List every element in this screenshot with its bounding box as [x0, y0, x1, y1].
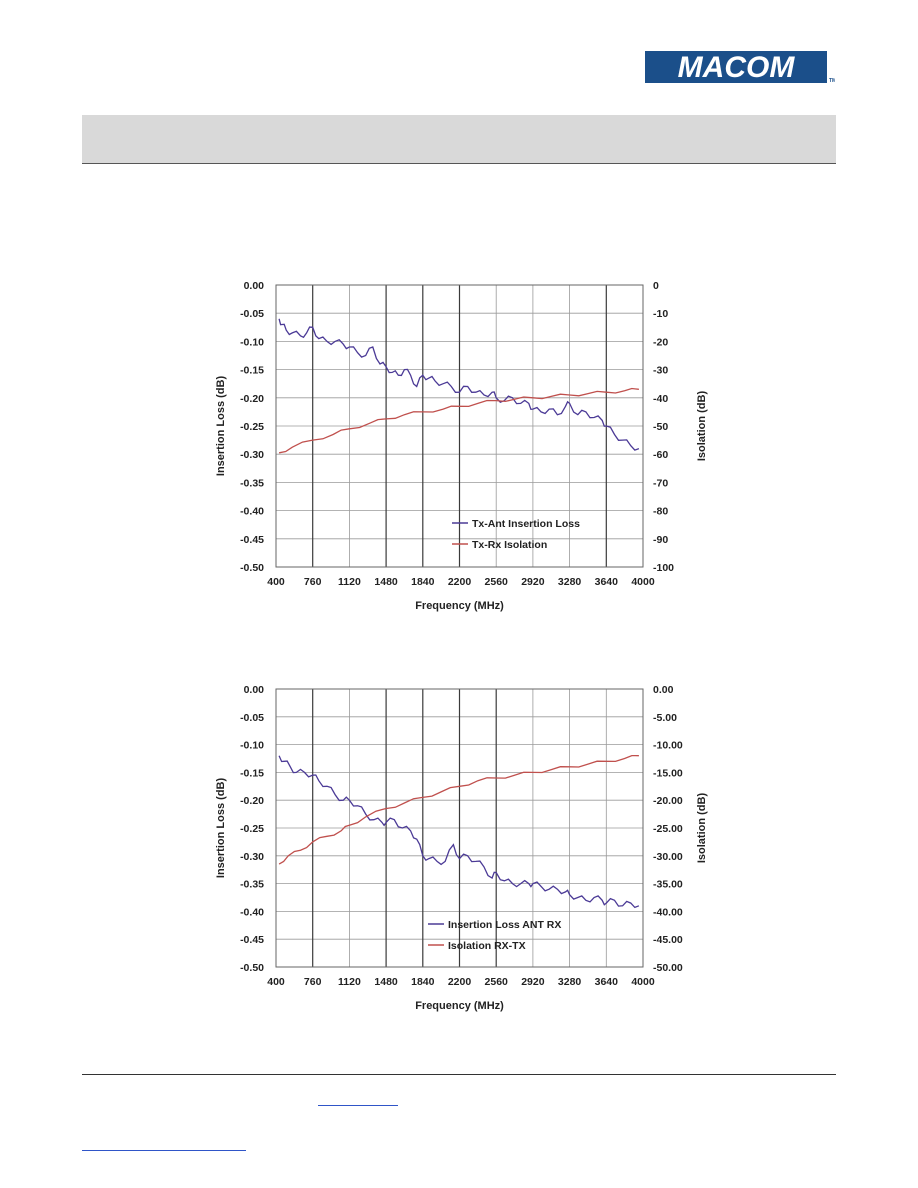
- x-tick-label: 760: [304, 976, 322, 988]
- y2-tick-label: -45.00: [653, 934, 683, 946]
- legend-label: Tx-Ant Insertion Loss: [472, 518, 580, 530]
- y2-tick-label: -60: [653, 449, 668, 461]
- x-tick-label: 2920: [521, 976, 545, 988]
- y2-tick-label: -50.00: [653, 962, 683, 974]
- y2-tick-label: -70: [653, 477, 668, 489]
- x-tick-label: 2560: [485, 976, 509, 988]
- insertion-loss-series-line: [278, 318, 640, 451]
- y2-tick-label: -10: [653, 308, 668, 320]
- y-tick-label: -0.50: [240, 962, 264, 974]
- y2-tick-label: -50: [653, 421, 668, 433]
- x-axis-label: Frequency (MHz): [415, 600, 504, 612]
- y2-tick-label: -80: [653, 506, 668, 518]
- x-tick-label: 2920: [521, 576, 545, 588]
- y2-tick-label: -5.00: [653, 712, 677, 724]
- legend-label: Tx-Rx Isolation: [472, 539, 547, 551]
- isolation-series-line: [278, 754, 639, 865]
- x-axis-label: Frequency (MHz): [415, 1000, 504, 1012]
- y-tick-label: 0.00: [244, 280, 265, 292]
- y2-tick-label: 0: [653, 280, 659, 292]
- x-tick-label: 1480: [374, 976, 398, 988]
- y-tick-label: -0.35: [240, 477, 264, 489]
- y-tick-label: -0.10: [240, 740, 264, 752]
- x-tick-label: 760: [304, 576, 322, 588]
- x-tick-label: 400: [267, 976, 285, 988]
- y-tick-label: -0.30: [240, 851, 264, 863]
- y-tick-label: -0.15: [240, 365, 264, 377]
- y-tick-label: 0.00: [244, 684, 265, 696]
- x-tick-label: 4000: [631, 576, 655, 588]
- plot-area-border: [275, 284, 644, 568]
- footer-rule: [82, 1074, 836, 1075]
- y2-tick-label: -35.00: [653, 879, 683, 891]
- x-tick-label: 1840: [411, 976, 435, 988]
- logo-background: [645, 51, 827, 83]
- y-tick-label: -0.05: [240, 712, 264, 724]
- y2-axis-label: Isolation (dB): [696, 793, 708, 864]
- y2-tick-label: -100: [653, 562, 674, 574]
- logo-text: MACOM: [678, 51, 796, 83]
- x-tick-label: 400: [267, 576, 285, 588]
- y2-tick-label: -30.00: [653, 851, 683, 863]
- y2-tick-label: -20: [653, 336, 668, 348]
- y-tick-label: -0.45: [240, 934, 264, 946]
- x-tick-label: 3280: [558, 976, 582, 988]
- y-tick-label: -0.25: [240, 823, 264, 835]
- y-tick-label: -0.25: [240, 421, 264, 433]
- footer-link-underline-2[interactable]: [82, 1150, 246, 1151]
- y2-tick-label: -90: [653, 534, 668, 546]
- y2-tick-label: -10.00: [653, 740, 683, 752]
- trademark-mark: TM: [829, 78, 835, 83]
- x-tick-label: 1120: [338, 576, 361, 588]
- x-tick-label: 2560: [485, 576, 509, 588]
- y-tick-label: -0.10: [240, 336, 264, 348]
- y2-tick-label: -30: [653, 365, 668, 377]
- isolation-series-line: [278, 387, 639, 454]
- y-axis-label: Insertion Loss (dB): [215, 376, 227, 477]
- x-tick-label: 1840: [411, 576, 435, 588]
- legend-label: Insertion Loss ANT RX: [448, 919, 561, 931]
- y2-tick-label: -20.00: [653, 795, 683, 807]
- y-axis-label: Insertion Loss (dB): [215, 778, 227, 879]
- chart-tx-ant: 0.00 -0.05 -0.10 -0.15 -0.20 -0.25 -0.30 -0.35 -…: [215, 280, 708, 612]
- footer-link-underline[interactable]: [318, 1105, 398, 1106]
- y-tick-label: -0.35: [240, 879, 264, 891]
- y-tick-label: -0.15: [240, 767, 264, 779]
- y2-tick-label: -15.00: [653, 767, 683, 779]
- y2-tick-label: -40: [653, 393, 668, 405]
- macom-logo: MACOM TM: [645, 51, 835, 83]
- y-tick-label: -0.40: [240, 906, 264, 918]
- x-tick-label: 1480: [374, 576, 398, 588]
- x-tick-label: 1120: [338, 976, 361, 988]
- y2-tick-label: -40.00: [653, 906, 683, 918]
- insertion-loss-series-line: [278, 755, 640, 909]
- x-tick-label: 4000: [631, 976, 655, 988]
- y-tick-label: -0.20: [240, 393, 264, 405]
- y-tick-label: -0.45: [240, 534, 264, 546]
- chart-ant-rx: 0.00 -0.05 -0.10 -0.15 -0.20 -0.25 -0.30 -0.35 -…: [215, 684, 708, 1012]
- y2-tick-label: -25.00: [653, 823, 683, 835]
- x-tick-label: 2200: [448, 576, 472, 588]
- y-tick-label: -0.50: [240, 562, 264, 574]
- plot-area-border: [275, 688, 644, 968]
- x-tick-label: 2200: [448, 976, 472, 988]
- y2-tick-label: 0.00: [653, 684, 674, 696]
- x-tick-label: 3640: [595, 576, 619, 588]
- legend-label: Isolation RX-TX: [448, 940, 526, 952]
- y-tick-label: -0.40: [240, 506, 264, 518]
- y-tick-label: -0.20: [240, 795, 264, 807]
- y-tick-label: -0.30: [240, 449, 264, 461]
- x-tick-label: 3640: [595, 976, 619, 988]
- y-tick-label: -0.05: [240, 308, 264, 320]
- header-band: [82, 115, 836, 164]
- x-tick-label: 3280: [558, 576, 582, 588]
- y2-axis-label: Isolation (dB): [696, 391, 708, 462]
